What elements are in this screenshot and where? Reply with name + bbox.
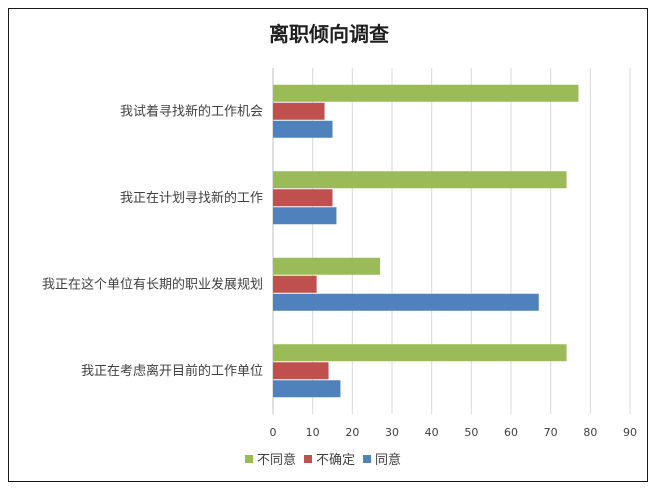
bar [273, 275, 317, 293]
x-tick-label: 0 [270, 426, 277, 439]
bar [273, 380, 341, 398]
x-tick-label: 70 [544, 426, 558, 439]
bar [273, 189, 333, 207]
x-tick-label: 80 [583, 426, 597, 439]
bar [273, 344, 567, 362]
legend-label: 不同意 [257, 452, 296, 468]
bar [273, 257, 381, 275]
x-tick-label: 90 [623, 426, 637, 439]
bar [273, 293, 539, 311]
x-tick-label: 30 [385, 426, 399, 439]
category-label: 我正在计划寻找新的工作 [120, 190, 263, 206]
bar [273, 362, 329, 380]
x-tick-label: 60 [504, 426, 518, 439]
category-label: 我正在考虑离开目前的工作单位 [81, 363, 263, 379]
x-tick-label: 20 [345, 426, 359, 439]
legend-swatch [363, 455, 372, 463]
bar [273, 171, 567, 189]
x-tick-label: 40 [425, 426, 439, 439]
x-tick-label: 50 [464, 426, 478, 439]
legend-swatch [245, 455, 253, 463]
x-tick-label: 10 [306, 426, 320, 439]
bar [273, 207, 337, 225]
legend-label: 不确定 [316, 453, 355, 468]
legend-label: 同意 [375, 452, 401, 468]
bar [273, 102, 325, 120]
bar [273, 120, 333, 138]
bar [273, 84, 579, 102]
category-label: 我正在这个单位有长期的职业发展规划 [42, 276, 263, 292]
chart-title: 离职倾向调查 [269, 22, 389, 46]
legend-swatch [304, 455, 313, 463]
category-label: 我试着寻找新的工作机会 [120, 103, 263, 119]
